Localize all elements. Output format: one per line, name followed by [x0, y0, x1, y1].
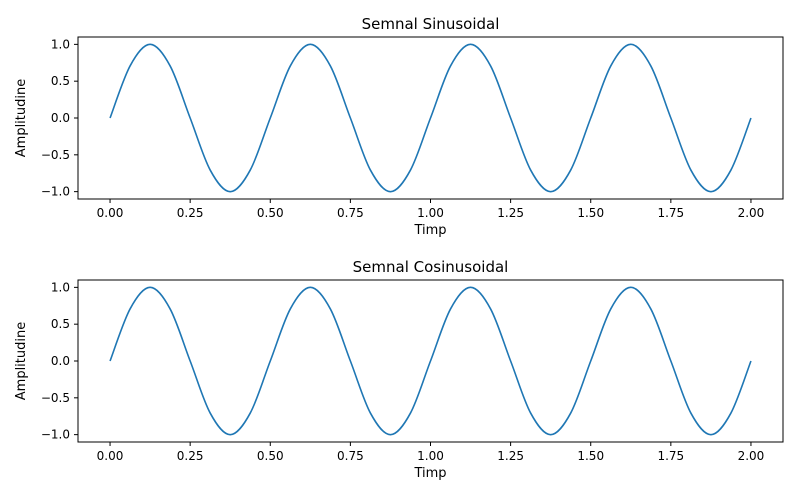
y-tick-label: 0.5 [51, 317, 70, 331]
x-tick-label: 1.00 [417, 449, 444, 463]
x-tick-label: 0.25 [177, 449, 204, 463]
y-tick-label: 0.0 [51, 111, 70, 125]
y-tick-label: −0.5 [41, 148, 70, 162]
x-tick-label: 1.50 [577, 206, 604, 220]
x-tick-label: 1.75 [657, 449, 684, 463]
x-tick-label: 0.00 [97, 206, 124, 220]
x-tick-label: 0.75 [337, 449, 364, 463]
x-tick-label: 0.50 [257, 449, 284, 463]
y-axis-label: Amplitudine [14, 322, 29, 400]
x-tick-label: 0.50 [257, 206, 284, 220]
chart-title: Semnal Cosinusoidal [353, 258, 509, 276]
x-tick-label: 1.25 [497, 206, 524, 220]
x-tick-label: 1.25 [497, 449, 524, 463]
subplot-1: 0.00 0.25 0.50 0.75 1.00 1.25 1.50 1.75 2.00 −1.0… [14, 15, 784, 238]
subplot-2: 0.00 0.25 0.50 0.75 1.00 1.25 1.50 1.75 2.00 −1.0… [14, 258, 784, 481]
series-line-1 [109, 286, 752, 436]
y-tick-label: 1.0 [51, 280, 70, 294]
x-tick-label: 2.00 [738, 206, 765, 220]
y-tick-label: −1.0 [41, 185, 70, 199]
y-axis-label: Amplitudine [14, 79, 29, 157]
x-tick-label: 0.00 [97, 449, 124, 463]
x-tick-label: 1.00 [417, 206, 444, 220]
y-tick-label: −0.5 [41, 391, 70, 405]
x-tick-label: 2.00 [738, 449, 765, 463]
y-tick-label: −1.0 [41, 428, 70, 442]
x-axis-label: Timp [413, 223, 446, 238]
y-tick-label: 1.0 [51, 37, 70, 51]
chart-title: Semnal Sinusoidal [362, 15, 500, 33]
x-tick-label: 1.75 [657, 206, 684, 220]
x-tick-label: 0.75 [337, 206, 364, 220]
x-tick-label: 1.50 [577, 449, 604, 463]
x-tick-label: 0.25 [177, 206, 204, 220]
x-axis-label: Timp [413, 466, 446, 481]
y-tick-label: 0.0 [51, 354, 70, 368]
series-line-1 [109, 43, 752, 193]
y-tick-label: 0.5 [51, 74, 70, 88]
